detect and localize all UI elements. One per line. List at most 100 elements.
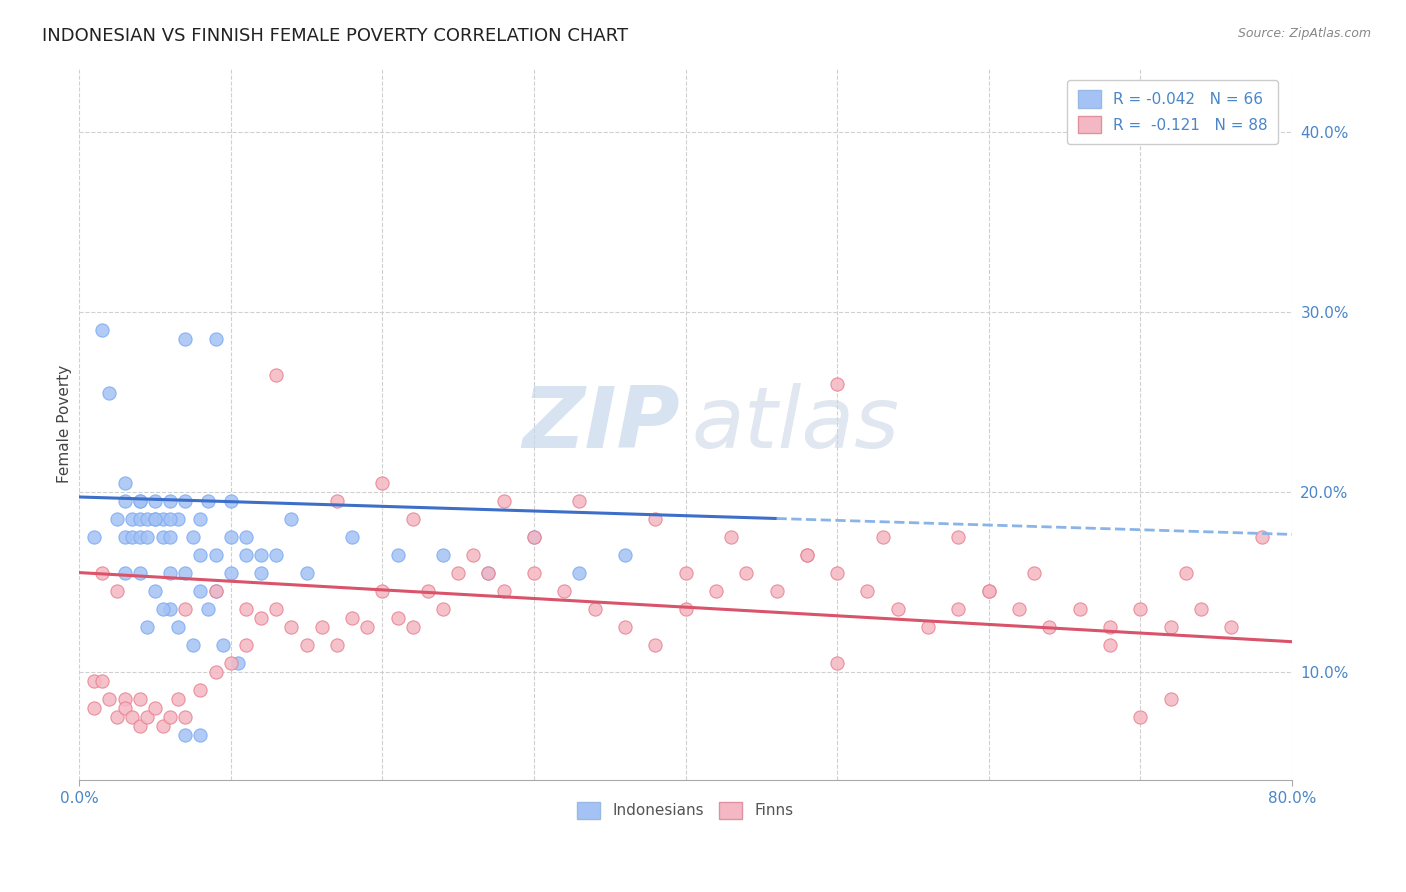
Point <box>128 691 150 706</box>
Point <box>190 583 212 598</box>
Point <box>1024 566 1046 580</box>
Point <box>152 530 174 544</box>
Point <box>166 619 188 633</box>
Point <box>477 566 499 580</box>
Point <box>181 530 204 544</box>
Point <box>83 530 105 544</box>
Point <box>675 601 697 615</box>
Point <box>1008 601 1031 615</box>
Point <box>136 511 159 525</box>
Point <box>197 493 219 508</box>
Point <box>174 493 197 508</box>
Point <box>1129 709 1152 723</box>
Point <box>295 638 318 652</box>
Point <box>190 728 212 742</box>
Point <box>872 530 894 544</box>
Point <box>90 322 112 336</box>
Point <box>121 511 143 525</box>
Point <box>477 566 499 580</box>
Point <box>219 493 242 508</box>
Point <box>371 475 394 490</box>
Point <box>166 691 188 706</box>
Point <box>136 709 159 723</box>
Text: INDONESIAN VS FINNISH FEMALE POVERTY CORRELATION CHART: INDONESIAN VS FINNISH FEMALE POVERTY COR… <box>42 27 628 45</box>
Point <box>143 511 166 525</box>
Point <box>128 566 150 580</box>
Point <box>356 619 378 633</box>
Point <box>159 601 181 615</box>
Point <box>136 530 159 544</box>
Point <box>326 493 349 508</box>
Point <box>190 548 212 562</box>
Point <box>492 583 515 598</box>
Point <box>235 638 257 652</box>
Point <box>204 583 226 598</box>
Point <box>174 566 197 580</box>
Point <box>644 511 666 525</box>
Point <box>1038 619 1060 633</box>
Point <box>765 583 787 598</box>
Point <box>105 709 128 723</box>
Point <box>250 610 273 624</box>
Point <box>280 511 302 525</box>
Point <box>128 530 150 544</box>
Point <box>432 601 454 615</box>
Point <box>463 548 485 562</box>
Point <box>613 619 636 633</box>
Point <box>128 493 150 508</box>
Text: Source: ZipAtlas.com: Source: ZipAtlas.com <box>1237 27 1371 40</box>
Y-axis label: Female Poverty: Female Poverty <box>58 365 72 483</box>
Point <box>1099 638 1122 652</box>
Point <box>311 619 333 633</box>
Point <box>181 638 204 652</box>
Point <box>568 566 591 580</box>
Point <box>190 511 212 525</box>
Point <box>114 691 136 706</box>
Point <box>114 475 136 490</box>
Point <box>219 566 242 580</box>
Point <box>1129 601 1152 615</box>
Point <box>948 601 970 615</box>
Point <box>219 656 242 670</box>
Point <box>250 548 273 562</box>
Point <box>1174 566 1197 580</box>
Point <box>114 566 136 580</box>
Point <box>796 548 818 562</box>
Point <box>447 566 470 580</box>
Point <box>340 610 363 624</box>
Point <box>159 511 181 525</box>
Point <box>825 566 848 580</box>
Point <box>90 566 112 580</box>
Point <box>977 583 1000 598</box>
Point <box>235 601 257 615</box>
Point <box>235 548 257 562</box>
Point <box>128 511 150 525</box>
Point <box>159 709 181 723</box>
Point <box>114 700 136 714</box>
Point <box>523 530 546 544</box>
Point <box>568 493 591 508</box>
Point <box>128 718 150 732</box>
Point <box>1160 691 1182 706</box>
Legend: Indonesians, Finns: Indonesians, Finns <box>571 796 800 825</box>
Point <box>977 583 1000 598</box>
Point <box>583 601 606 615</box>
Point <box>523 530 546 544</box>
Point <box>387 548 409 562</box>
Point <box>371 583 394 598</box>
Point <box>190 682 212 697</box>
Point <box>402 511 425 525</box>
Point <box>219 530 242 544</box>
Point <box>264 601 287 615</box>
Point <box>105 511 128 525</box>
Point <box>675 566 697 580</box>
Point <box>212 638 235 652</box>
Point <box>402 619 425 633</box>
Point <box>226 656 249 670</box>
Point <box>432 548 454 562</box>
Point <box>1069 601 1091 615</box>
Point <box>523 566 546 580</box>
Point <box>856 583 879 598</box>
Point <box>1220 619 1243 633</box>
Point <box>166 511 188 525</box>
